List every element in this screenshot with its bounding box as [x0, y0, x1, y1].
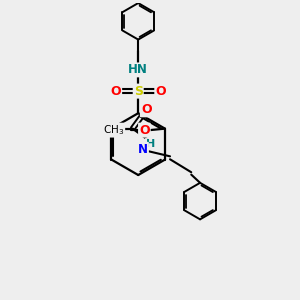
Text: S: S [134, 85, 143, 98]
Text: O: O [141, 103, 152, 116]
Text: H: H [146, 139, 155, 149]
Text: N: N [138, 143, 148, 156]
Text: CH$_3$: CH$_3$ [103, 123, 125, 137]
Text: O: O [155, 85, 166, 98]
Text: HN: HN [128, 63, 148, 76]
Text: O: O [110, 85, 121, 98]
Text: O: O [139, 124, 150, 136]
